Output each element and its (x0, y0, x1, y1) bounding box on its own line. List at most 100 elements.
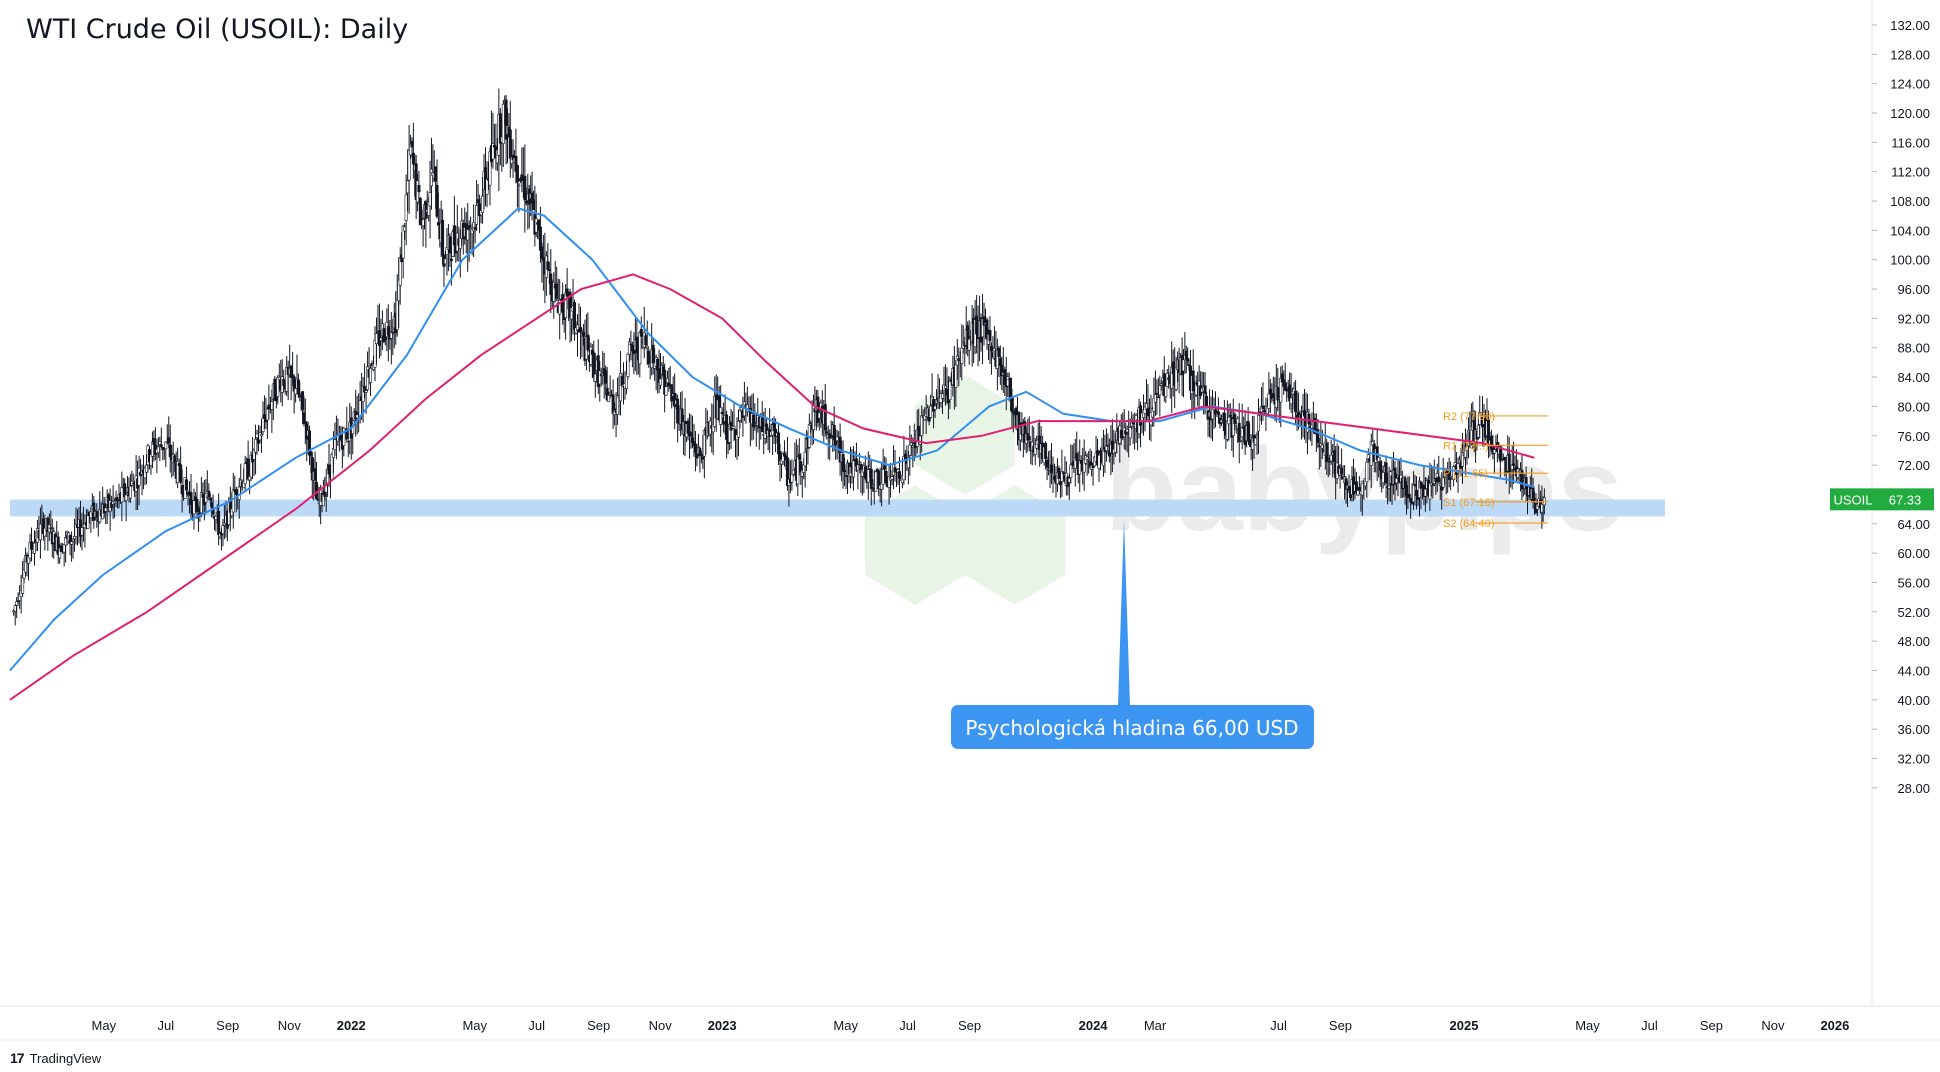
candle-body (890, 476, 894, 480)
candle-body (1155, 392, 1159, 395)
candle-body (1532, 498, 1536, 500)
y-tick-label: 84.00 (1897, 370, 1930, 385)
ma-fast-line (9, 207, 1535, 672)
candle-body (1228, 415, 1232, 417)
candle-body (374, 333, 378, 344)
candle-body (1219, 419, 1223, 423)
candle-body (501, 103, 505, 144)
candle-body (598, 370, 602, 385)
candle-body (1357, 487, 1361, 491)
candle-body (1387, 485, 1391, 489)
x-tick-label: May (92, 1018, 117, 1033)
candle-body (1434, 478, 1438, 483)
candle-body (158, 440, 162, 445)
candle-body (1356, 490, 1360, 496)
pivot-label: R2 (77.90) (1443, 411, 1495, 423)
candle-body (373, 340, 377, 368)
y-tick-label: 108.00 (1890, 194, 1930, 209)
candle-body (797, 454, 801, 460)
x-tick-label: Nov (649, 1018, 673, 1033)
candle-body (851, 460, 855, 478)
x-tick-label: May (1575, 1018, 1600, 1033)
candle-body (541, 257, 545, 261)
candle-body (364, 390, 368, 393)
y-tick-label: 112.00 (1891, 165, 1930, 180)
candle-body (314, 482, 318, 500)
candle-body (719, 407, 723, 425)
candle-body (221, 525, 225, 534)
candle-body (555, 283, 559, 299)
y-tick-label: 132.00 (1890, 18, 1930, 33)
candle-body (523, 175, 527, 201)
candle-body (665, 377, 669, 384)
candle-body (732, 426, 736, 429)
candle-body (113, 501, 117, 504)
x-tick-label: 2024 (1079, 1018, 1109, 1033)
candle-body (967, 338, 971, 351)
candle-body (608, 391, 612, 394)
price-tag: USOIL 67.33 (1830, 488, 1934, 511)
candle-body (589, 346, 593, 365)
candle-body (1158, 385, 1162, 396)
candle-body (1255, 433, 1259, 436)
candle-body (1316, 429, 1320, 443)
candle-body (1254, 437, 1258, 446)
candle-body (1027, 436, 1031, 441)
candle-body (243, 463, 247, 485)
candle-body (1045, 459, 1049, 468)
candle-body (1203, 385, 1207, 394)
pivot-label: P (71.65) (1443, 468, 1488, 480)
chart-title: WTI Crude Oil (USOIL): Daily (26, 14, 409, 45)
candle-body (1051, 473, 1055, 477)
candle-body (1010, 396, 1014, 412)
candle-body (1069, 464, 1073, 478)
candle-body (475, 205, 479, 225)
x-tick-label: 2025 (1450, 1018, 1479, 1033)
footer-brand[interactable]: 17 TradingView (10, 1050, 101, 1066)
x-tick-label: Sep (1329, 1018, 1352, 1033)
candle-body (866, 469, 870, 483)
y-tick-label: 36.00 (1897, 722, 1930, 737)
candle-body (777, 432, 781, 455)
candle-body (448, 236, 452, 254)
candle-body (929, 405, 933, 418)
candle-body (434, 166, 438, 182)
candle-body (1044, 442, 1048, 459)
candle-body (333, 439, 337, 450)
candle-body (908, 444, 912, 456)
candle-body (1431, 484, 1435, 487)
candle-body (638, 332, 642, 365)
candle-body (1285, 388, 1289, 392)
candle-body (71, 539, 75, 542)
candle-body (667, 382, 671, 387)
candle-body (1184, 351, 1188, 360)
candle-body (738, 410, 742, 421)
callout-pointer (1118, 519, 1130, 705)
x-tick-label: Jul (1641, 1018, 1658, 1033)
x-tick-label: Mar (1144, 1018, 1167, 1033)
y-axis: 132.00 128.00 124.00 120.00 116.00 112.00 108.… (1872, 18, 1930, 796)
candle-body (214, 515, 218, 520)
candle-body (466, 229, 470, 241)
candle-body (844, 475, 848, 477)
candle-body (1113, 442, 1117, 453)
candle-body (832, 425, 836, 441)
candle-body (581, 331, 585, 337)
candle-body (1237, 422, 1241, 442)
candle-body (276, 377, 280, 397)
candle-body (825, 431, 829, 434)
y-tick-label: 124.00 (1890, 77, 1930, 92)
candle-body (1239, 440, 1243, 442)
candle-body (1524, 477, 1528, 489)
candle-body (607, 395, 611, 403)
candle-body (309, 451, 313, 457)
last-price-tag (1876, 488, 1934, 511)
candle-body (796, 456, 800, 485)
candle-body (355, 414, 359, 419)
annotation-callout: Psychologická hladina 66,00 USD (951, 519, 1314, 749)
x-tick-label: Nov (278, 1018, 302, 1033)
candle-body (670, 384, 674, 402)
y-tick-label: 92.00 (1897, 311, 1930, 326)
candle-body (1181, 359, 1185, 372)
